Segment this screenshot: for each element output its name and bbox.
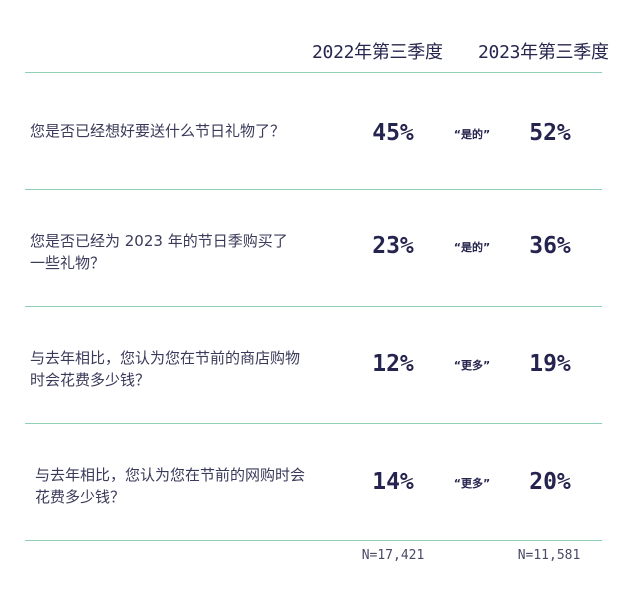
- value-2023-row-4: 20%: [529, 469, 571, 495]
- value-2022-row-4: 14%: [372, 469, 414, 495]
- answer-tag-row-4: “更多”: [453, 477, 491, 490]
- answer-tag-row-3: “更多”: [453, 359, 491, 372]
- column-header-2023: 2023年第三季度: [478, 42, 609, 63]
- value-2022-row-3: 12%: [372, 351, 414, 377]
- value-2022-row-2: 23%: [372, 233, 414, 259]
- divider: [25, 189, 602, 190]
- divider: [25, 72, 602, 73]
- question-2: 您是否已经为 2023 年的节日季购买了一些礼物？: [30, 232, 288, 272]
- sample-size-2022: N=17,421: [361, 548, 425, 563]
- value-2023-row-1: 52%: [529, 120, 571, 146]
- value-2023-row-2: 36%: [529, 233, 571, 259]
- divider: [25, 306, 602, 307]
- question-3: 与去年相比，您认为您在节前的商店购物时会花费多少钱？: [30, 349, 301, 389]
- divider: [25, 540, 602, 541]
- sample-size-2023: N=11,581: [517, 548, 581, 563]
- question-4: 与去年相比，您认为您在节前的网购时会花费多少钱？: [35, 466, 306, 506]
- value-2023-row-3: 19%: [529, 351, 571, 377]
- answer-tag-row-2: “是的”: [453, 241, 491, 254]
- column-header-2022: 2022年第三季度: [312, 42, 443, 63]
- divider: [25, 423, 602, 424]
- question-1: 您是否已经想好要送什么节日礼物了？: [30, 122, 286, 140]
- answer-tag-row-1: “是的”: [453, 128, 491, 141]
- value-2022-row-1: 45%: [372, 120, 414, 146]
